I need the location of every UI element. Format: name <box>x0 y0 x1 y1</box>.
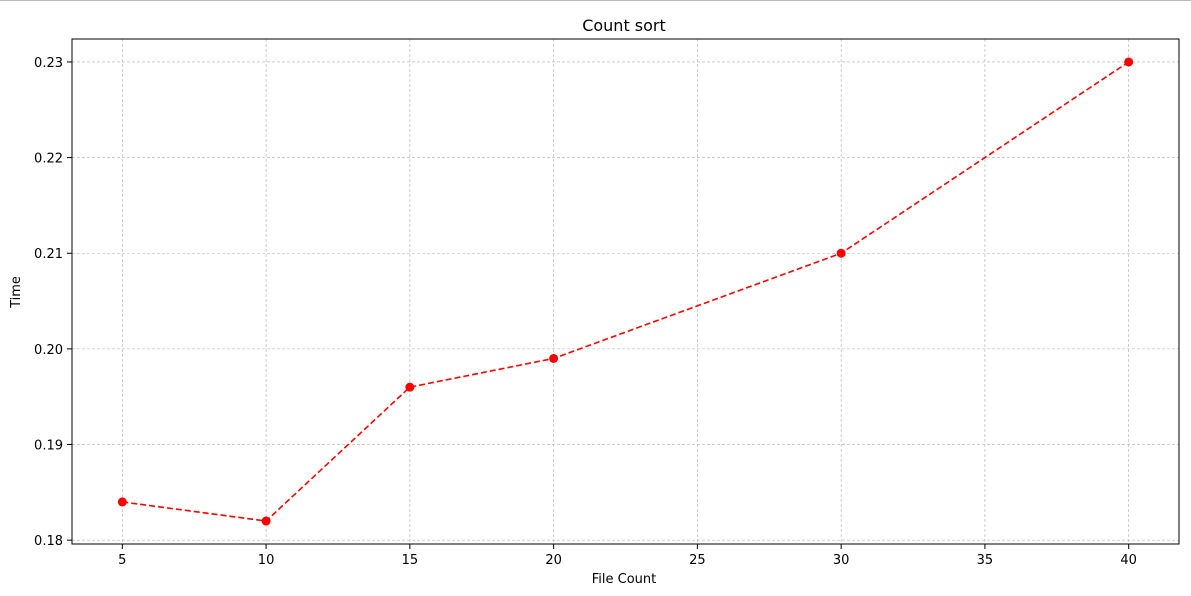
x-tick-label: 35 <box>977 553 994 568</box>
data-point-marker <box>117 497 127 507</box>
plot-area-frame <box>71 38 1180 545</box>
x-tick-label: 40 <box>1120 553 1137 568</box>
x-tick-label: 5 <box>118 553 126 568</box>
data-point-marker <box>836 248 846 258</box>
grid <box>72 39 1179 544</box>
y-axis-ticks: 0.18 0.19 0.20 0.21 0.22 0.23 <box>34 56 72 549</box>
data-point-marker <box>405 382 415 392</box>
series <box>117 57 1134 526</box>
x-tick-label: 20 <box>545 553 562 568</box>
y-tick-label: 0.18 <box>34 534 63 549</box>
x-axis-label: File Count <box>592 572 657 587</box>
x-tick-label: 10 <box>258 553 275 568</box>
y-tick-label: 0.19 <box>34 439 63 454</box>
chart-title: Count sort <box>582 16 666 35</box>
window-top-border <box>0 0 1191 1</box>
data-point-marker <box>1124 57 1134 67</box>
x-axis-ticks: 5 10 15 20 25 30 35 40 <box>118 544 1137 568</box>
y-tick-label: 0.23 <box>34 56 63 71</box>
y-axis-label: Time <box>9 276 24 309</box>
y-tick-label: 0.22 <box>34 152 63 167</box>
x-tick-label: 15 <box>402 553 419 568</box>
series-line <box>122 61 1130 522</box>
y-tick-label: 0.21 <box>34 247 63 262</box>
x-tick-label: 30 <box>833 553 850 568</box>
data-point-marker <box>549 353 559 363</box>
y-tick-label: 0.20 <box>34 343 63 358</box>
data-point-marker <box>261 516 271 526</box>
x-tick-label: 25 <box>689 553 706 568</box>
